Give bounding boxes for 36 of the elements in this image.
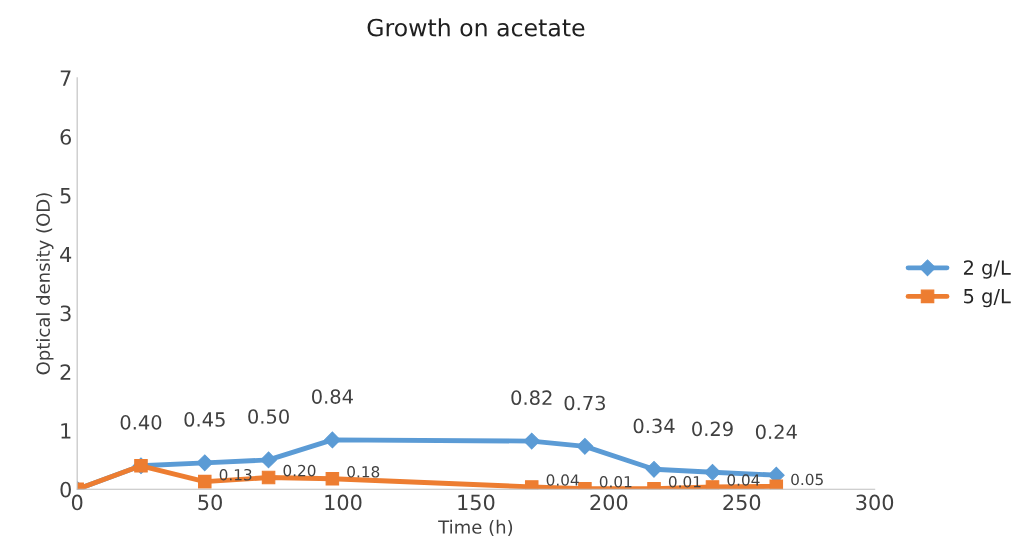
data-label: 0.45 [184,412,225,427]
data-label: 0.34 [633,418,675,434]
y-tick-label: 7 [60,70,71,86]
legend-label: 2 g/L [963,260,1011,279]
data-label: 0.01 [668,476,701,488]
data-label: 0.18 [347,466,380,478]
y-axis-title: Optical density (OD) [36,193,54,375]
x-tick-label: 250 [723,494,761,511]
data-label: 0.05 [791,473,823,486]
y-tick-label: 0 [60,481,71,498]
x-tick-label: 150 [458,494,495,511]
y-tick-label: 4 [60,246,72,263]
data-label: 0.04 [546,474,579,486]
data-label: 0.20 [283,464,316,477]
x-tick-label: 0 [71,494,83,511]
y-tick-label: 3 [60,305,71,322]
y-tick-label: 2 [60,364,71,380]
legend-label: 5 g/L [964,289,1011,308]
data-label: 0.73 [564,395,605,411]
data-label: 0.50 [248,409,289,424]
data-label: 0.82 [511,390,552,406]
data-label: 0.40 [120,415,162,430]
x-tick-label: 100 [325,494,362,511]
x-axis-title: Time (h) [438,519,513,536]
x-tick-label: 200 [590,494,628,511]
chart-title: Growth on acetate [367,18,585,37]
data-label: 0.84 [312,389,353,404]
data-label: 0.01 [599,476,632,488]
data-label: 0.04 [727,474,760,486]
data-label: 0.24 [755,424,797,440]
y-tick-label: 5 [60,188,71,204]
y-tick-label: 1 [61,423,71,439]
x-tick-label: 300 [856,494,894,511]
y-tick-label: 6 [60,129,71,145]
data-label: 0.29 [692,421,733,437]
x-tick-label: 50 [198,494,222,511]
